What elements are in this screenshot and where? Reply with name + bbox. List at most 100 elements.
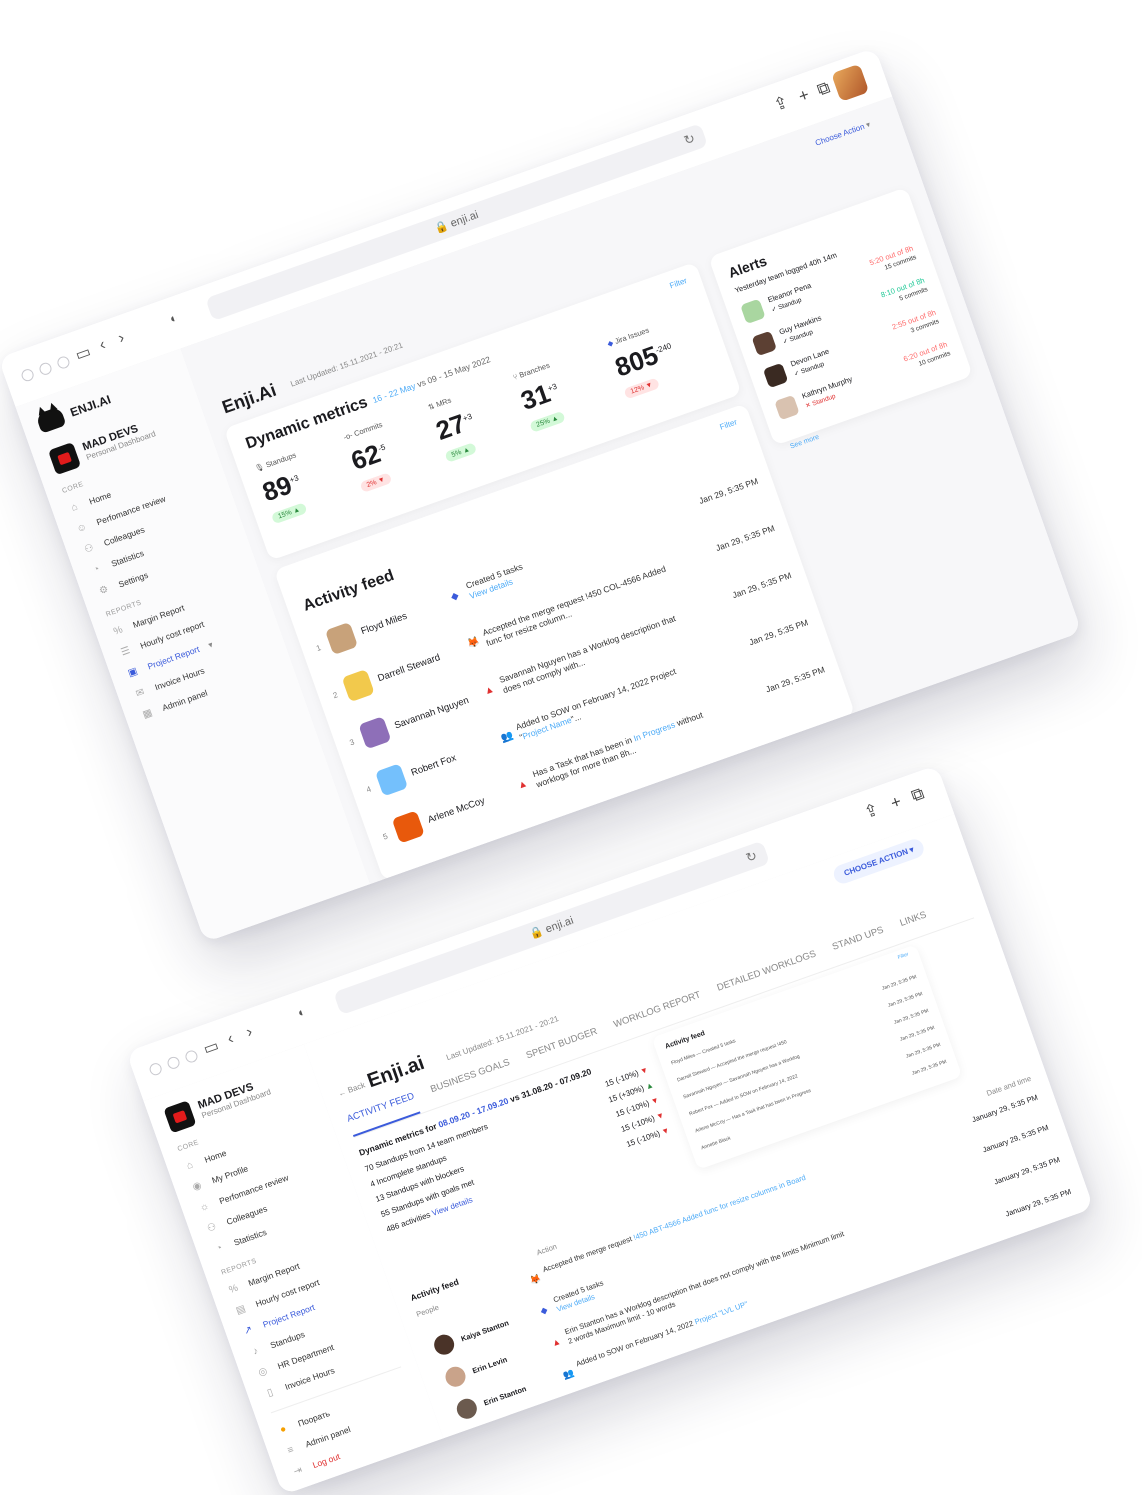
person-name: Randy Dokidis bbox=[493, 1413, 546, 1440]
sidebar-item-label: Home bbox=[87, 489, 113, 507]
avatar bbox=[324, 621, 359, 656]
forward-arrow-icon[interactable]: › bbox=[115, 329, 127, 348]
user-emoji-icon: ● bbox=[278, 1423, 288, 1436]
profile-icon: ◉ bbox=[191, 1179, 203, 1193]
sidebar-item-label: Statistics bbox=[232, 1226, 268, 1248]
url-text: enji.ai bbox=[544, 914, 576, 936]
metric-badge: 5% ▲ bbox=[444, 442, 478, 463]
metric-delta: +3 bbox=[546, 381, 559, 394]
avatar bbox=[774, 394, 800, 421]
warning-icon: ▲ bbox=[482, 683, 496, 698]
back-arrow-icon[interactable]: ‹ bbox=[225, 1030, 236, 1048]
database-icon: ☰ bbox=[119, 644, 132, 659]
person-name: Erin Stanton bbox=[482, 1384, 528, 1408]
person-name: Savannah Nguyen bbox=[393, 694, 471, 732]
people-icon: ☺ bbox=[75, 520, 89, 535]
metric-badge: 15% ▲ bbox=[270, 502, 308, 525]
tab-links[interactable]: LINKS bbox=[898, 909, 929, 929]
forward-arrow-icon[interactable]: › bbox=[244, 1023, 255, 1042]
pie-icon: ◔ bbox=[214, 1242, 224, 1255]
chevron-down-icon: ▾ bbox=[908, 844, 916, 855]
window-controls[interactable] bbox=[147, 1048, 200, 1077]
range-current[interactable]: 16 - 22 May bbox=[371, 380, 417, 406]
grid-icon: ▦ bbox=[141, 706, 154, 721]
mail-icon: ✉ bbox=[134, 686, 146, 700]
row-number: 3 bbox=[348, 737, 356, 748]
share-icon[interactable]: ⇪ bbox=[861, 799, 882, 823]
colleagues-icon: ⚇ bbox=[205, 1220, 218, 1235]
avatar bbox=[358, 716, 392, 750]
new-tab-icon[interactable]: + bbox=[795, 84, 812, 107]
metric-commits: -o- Commits 62-5 2% ▼ bbox=[342, 407, 444, 509]
choose-action-label: Choose Action bbox=[814, 121, 866, 148]
metric-standups: 🎙 Standups 89+3 15% ▲ bbox=[254, 438, 356, 540]
percent-icon: % bbox=[227, 1282, 240, 1296]
person-name: Darrell Steward bbox=[376, 652, 442, 685]
mic-icon: ♪ bbox=[251, 1345, 260, 1358]
avatar bbox=[476, 1458, 502, 1484]
user-avatar[interactable] bbox=[831, 63, 870, 102]
filter-button[interactable]: Filter bbox=[668, 275, 689, 291]
receipt-icon: ▤ bbox=[234, 1302, 248, 1317]
filter-button[interactable]: Filter bbox=[718, 417, 739, 432]
avatar bbox=[391, 810, 425, 844]
window-controls[interactable] bbox=[19, 354, 72, 383]
url-text: enji.ai bbox=[448, 208, 481, 230]
logout-label: Log out bbox=[311, 1451, 342, 1471]
choose-action-dropdown[interactable]: Choose Action ▾ bbox=[814, 120, 872, 148]
see-more-link[interactable]: See more bbox=[789, 433, 821, 451]
metric-delta: +3 bbox=[288, 473, 300, 485]
tabs-overview-icon[interactable]: ⧉ bbox=[814, 77, 833, 100]
person-name: Kaiya Stanton bbox=[459, 1318, 510, 1344]
shield-icon: ◐ bbox=[167, 310, 180, 326]
sidebar-toggle-icon[interactable]: ▭ bbox=[73, 343, 94, 365]
home-icon: ⌂ bbox=[69, 500, 80, 514]
metric-mrs: ⇅ MRs 27+3 5% ▲ bbox=[427, 377, 529, 479]
choose-action-label: CHOOSE ACTION bbox=[842, 846, 910, 878]
person-name: Floyd Miles bbox=[359, 610, 409, 638]
timestamp: Jan 29, 5:35 PM bbox=[714, 522, 777, 554]
gitlab-icon: 🦊 bbox=[583, 1429, 598, 1443]
share-icon[interactable]: ⇪ bbox=[771, 92, 791, 115]
avatar bbox=[454, 1396, 480, 1422]
main-content: CHOOSE ACTION ▾ ← Back Enji.ai Last Upda… bbox=[303, 813, 1094, 1484]
cat-logo-icon bbox=[35, 406, 67, 434]
timestamp: Jan 29, 5:35 PM bbox=[697, 475, 760, 506]
row-number: 5 bbox=[381, 831, 390, 842]
row-number: 2 bbox=[331, 690, 339, 701]
chevron-down-icon: ▾ bbox=[206, 638, 215, 650]
new-tab-icon[interactable]: + bbox=[888, 791, 904, 813]
metric-branches: ⑂ Branches 31+3 25% ▲ bbox=[512, 347, 614, 449]
reload-icon[interactable]: ↻ bbox=[681, 130, 698, 149]
review-icon: ☼ bbox=[198, 1200, 211, 1214]
back-arrow-icon[interactable]: ‹ bbox=[97, 336, 108, 354]
shield-icon: ◐ bbox=[295, 1004, 308, 1020]
row-number: 1 bbox=[315, 643, 323, 654]
gitlab-icon: 🦊 bbox=[528, 1272, 543, 1287]
metric-badge: 12% ▼ bbox=[623, 377, 660, 400]
person-name: Arlene McCoy bbox=[426, 795, 487, 826]
chart-icon: ◔ bbox=[91, 563, 102, 576]
sidebar-toggle-icon[interactable]: ▭ bbox=[201, 1037, 222, 1059]
alerts-card: Alerts Yesterday team logged 40h 14m Ele… bbox=[708, 187, 973, 450]
sliders-icon: ≡ bbox=[285, 1443, 296, 1457]
metric-delta: -5 bbox=[376, 442, 387, 454]
org-logo-icon bbox=[163, 1100, 197, 1134]
jira-icon: ◆ bbox=[449, 590, 461, 604]
person-name: Floyd Miles bbox=[670, 1052, 697, 1067]
trend-up-icon: ▲ bbox=[644, 1080, 655, 1092]
filter-button[interactable]: Filter bbox=[896, 951, 910, 961]
brand-name: ENJI.AI bbox=[68, 392, 113, 420]
org-logo-icon bbox=[47, 442, 82, 476]
avatar bbox=[465, 1428, 491, 1454]
mini-feed-title: Activity feed bbox=[664, 1030, 706, 1051]
jira-icon: ◆ bbox=[538, 1304, 549, 1317]
status-link[interactable]: In Progress bbox=[632, 719, 677, 744]
warning-icon: ▲ bbox=[573, 1400, 585, 1413]
metric-jira-issues: ◆ Jira Issues 805-240 12% ▼ bbox=[606, 313, 708, 415]
tabs-overview-icon[interactable]: ⧉ bbox=[908, 783, 927, 806]
presentation-icon: ▣ bbox=[126, 665, 140, 679]
reload-icon[interactable]: ↻ bbox=[743, 847, 760, 866]
avatar bbox=[374, 763, 409, 797]
back-link[interactable]: ← Back bbox=[336, 1080, 367, 1099]
